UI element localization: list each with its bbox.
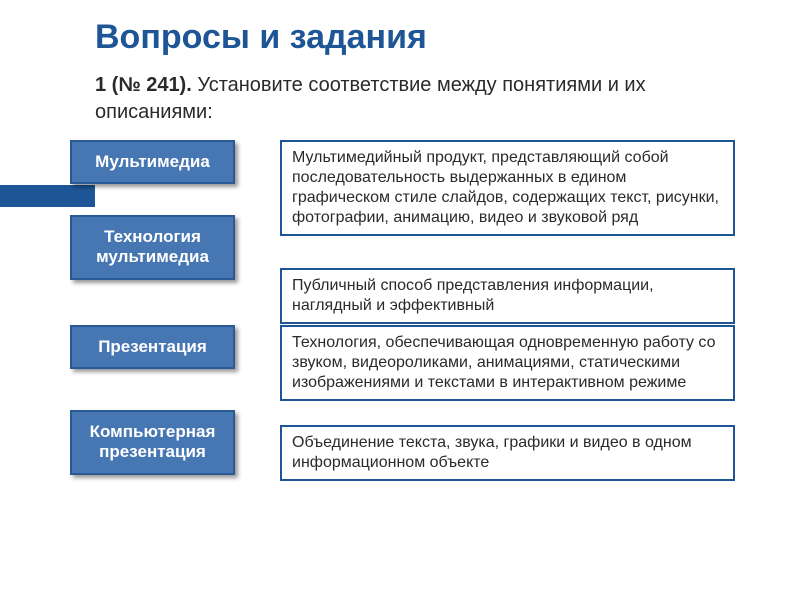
question-text: 1 (№ 241). Установите соответствие между… <box>95 72 735 126</box>
term-box[interactable]: Компьютерная презентация <box>70 410 235 475</box>
term-label: Презентация <box>98 337 207 356</box>
description-text: Технология, обеспечивающая одновременную… <box>292 334 716 391</box>
term-box[interactable]: Мультимедиа <box>70 140 235 184</box>
description-box[interactable]: Объединение текста, звука, графики и вид… <box>280 425 735 481</box>
page-title: Вопросы и задания <box>95 18 427 57</box>
term-label: Технология мультимедиа <box>96 227 209 266</box>
description-text: Объединение текста, звука, графики и вид… <box>292 434 692 471</box>
decorative-stripe <box>0 185 95 207</box>
description-box[interactable]: Технология, обеспечивающая одновременную… <box>280 325 735 401</box>
question-number: 1 (№ 241). <box>95 74 192 96</box>
description-text: Публичный способ представления информаци… <box>292 277 654 314</box>
description-box[interactable]: Мультимедийный продукт, представляющий с… <box>280 140 735 236</box>
term-box[interactable]: Технология мультимедиа <box>70 215 235 280</box>
term-label: Компьютерная презентация <box>90 422 216 461</box>
term-box[interactable]: Презентация <box>70 325 235 369</box>
description-text: Мультимедийный продукт, представляющий с… <box>292 149 719 226</box>
description-box[interactable]: Публичный способ представления информаци… <box>280 268 735 324</box>
term-label: Мультимедиа <box>95 152 210 171</box>
